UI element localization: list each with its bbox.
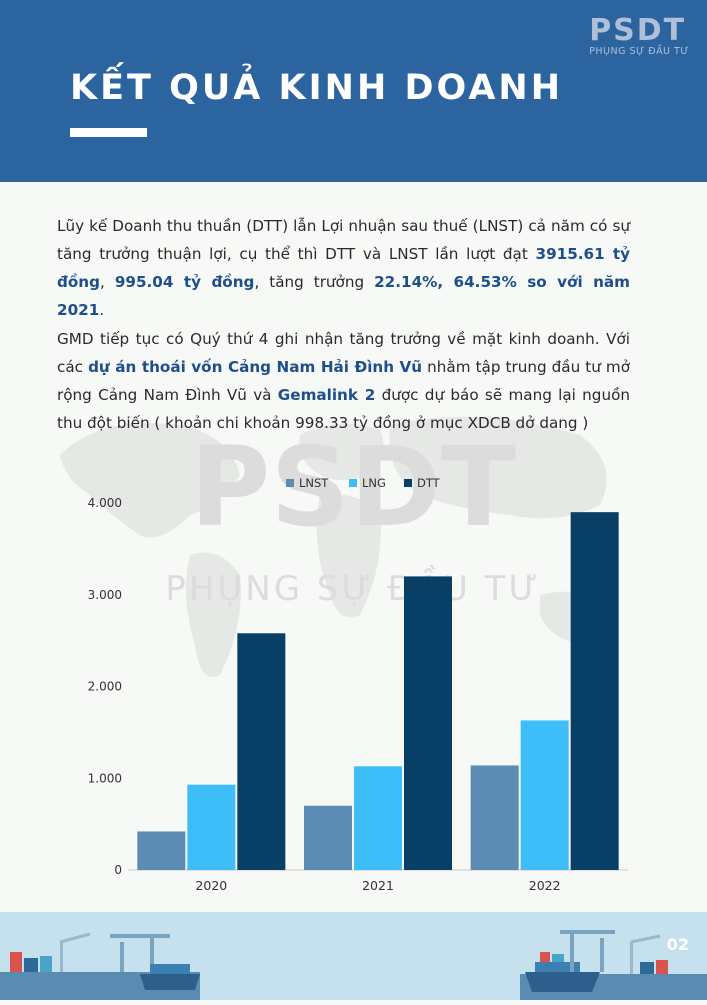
brand-logo: PSDT PHỤNG SỰ ĐẦU TƯ bbox=[589, 13, 689, 58]
highlight-revenue: 3915.61 tỷ đồng bbox=[57, 245, 631, 291]
x-tick-label: 2020 bbox=[195, 878, 227, 893]
bar-dtt-2022 bbox=[570, 512, 619, 870]
legend-swatch-lng bbox=[349, 479, 357, 487]
highlight-growth: 22.14%, 64.53% so với năm 2021 bbox=[57, 273, 630, 319]
business-results-chart: 0 1.000 2.000 3.000 4.000 2020 2021 2022 LNST LNG… bbox=[88, 476, 628, 893]
text-run: . bbox=[99, 301, 105, 319]
port-illustration bbox=[0, 930, 707, 1000]
page-title: KẾT QUẢ KINH DOANH bbox=[70, 68, 563, 108]
y-tick-label: 1.000 bbox=[88, 771, 122, 785]
left-port-scene bbox=[0, 932, 200, 1000]
legend-swatch-dtt bbox=[404, 479, 412, 487]
text-run: GMD tiếp tục có Quý thứ 4 ghi nhận tăng … bbox=[57, 330, 630, 376]
text-run: được dự báo sẽ mang lại nguồn thu đột bi… bbox=[57, 386, 630, 432]
legend-label-dtt: DTT bbox=[417, 476, 441, 490]
bar-lnst-2020 bbox=[137, 831, 186, 870]
bar-lnst-2021 bbox=[304, 805, 352, 870]
title-underline bbox=[70, 128, 147, 137]
y-tick-label: 0 bbox=[114, 863, 122, 877]
right-port-scene bbox=[520, 930, 707, 1000]
page-number: 02 bbox=[666, 935, 689, 954]
watermark-tagline-text: PHỤNG SỰ ĐẦU TƯ bbox=[165, 565, 540, 609]
y-tick-label: 3.000 bbox=[88, 588, 122, 602]
summary-paragraph: Lũy kế Doanh thu thuần (DTT) lẫn Lợi nhu… bbox=[57, 212, 630, 324]
text-run: , tăng trưởng bbox=[254, 273, 375, 291]
legend-label-lnst: LNST bbox=[299, 476, 329, 490]
y-tick-label: 4.000 bbox=[88, 496, 122, 510]
text-run: Lũy kế Doanh thu thuần (DTT) lẫn Lợi nhu… bbox=[57, 217, 630, 263]
logo-text: PSDT bbox=[589, 13, 687, 48]
bar-lnst-2022 bbox=[470, 765, 519, 870]
text-run: nhằm tập trung đầu tư mở rộng Cảng Nam Đ… bbox=[57, 358, 630, 404]
outlook-paragraph: GMD tiếp tục có Quý thứ 4 ghi nhận tăng … bbox=[57, 325, 630, 437]
bar-lng-2021 bbox=[354, 766, 402, 870]
x-tick-label: 2022 bbox=[529, 878, 561, 893]
bar-lng-2022 bbox=[520, 720, 569, 870]
x-tick-label: 2021 bbox=[362, 878, 394, 893]
bar-dtt-2020 bbox=[237, 633, 286, 870]
text-run: , bbox=[100, 273, 115, 291]
logo-tagline: PHỤNG SỰ ĐẦU TƯ bbox=[589, 46, 689, 57]
highlight-profit: 995.04 tỷ đồng bbox=[114, 273, 255, 291]
footer-banner bbox=[0, 912, 707, 1000]
bar-lng-2020 bbox=[187, 784, 236, 870]
highlight-divestment: dự án thoái vốn Cảng Nam Hải Đình Vũ bbox=[88, 358, 423, 376]
y-tick-label: 2.000 bbox=[88, 680, 122, 694]
header-banner: PSDT PHỤNG SỰ ĐẦU TƯ KẾT QUẢ KINH DOANH bbox=[0, 0, 707, 182]
legend-label-lng: LNG bbox=[362, 476, 386, 490]
bar-dtt-2021 bbox=[404, 576, 452, 870]
highlight-gemalink: Gemalink 2 bbox=[277, 386, 376, 404]
legend-swatch-lnst bbox=[286, 479, 294, 487]
